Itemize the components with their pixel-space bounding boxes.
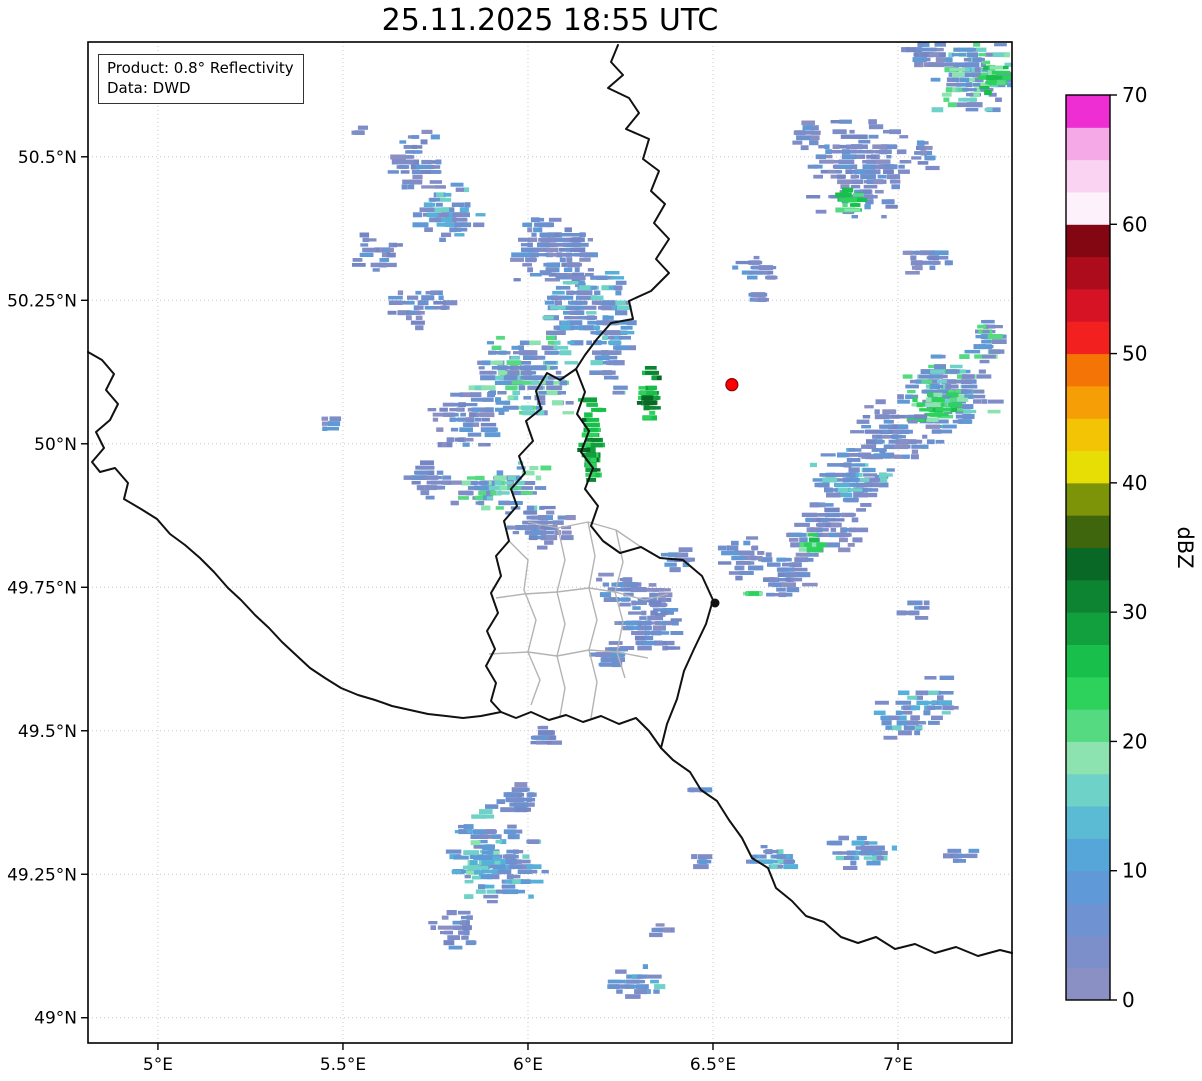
- product-info-box: Product: 0.8° Reflectivity Data: DWD: [98, 54, 304, 104]
- y-tick-label: 49.25°N: [7, 865, 77, 885]
- colorbar-tick-label: 60: [1122, 212, 1147, 236]
- x-tick-label: 5°E: [143, 1055, 173, 1075]
- country-borders: [87, 44, 1013, 957]
- admin-borders: [488, 521, 669, 719]
- axis-ticks-and-labels: 5°E 5.5°E 6°E 6.5°E 7°E 50.5°N 50.25°N 50°N 49.7…: [7, 148, 913, 1075]
- border-knot-dot: [710, 598, 720, 608]
- product-label: Product: 0.8° Reflectivity: [107, 59, 294, 77]
- colorbar-unit-label: dBZ: [1173, 526, 1197, 568]
- x-tick-label: 6.5°E: [690, 1055, 736, 1075]
- radar-site-dot: [725, 378, 739, 392]
- plot-title: 25.11.2025 18:55 UTC: [381, 3, 719, 38]
- colorbar-tick-label: 40: [1122, 471, 1147, 495]
- x-tick-label: 6°E: [513, 1055, 543, 1075]
- x-tick-label: 5.5°E: [320, 1055, 366, 1075]
- colorbar-frame: [1065, 94, 1111, 1001]
- y-tick-label: 49.75°N: [7, 578, 77, 598]
- colorbar-tick-label: 30: [1122, 600, 1147, 624]
- colorbar-tick-label: 50: [1122, 342, 1147, 366]
- y-tick-label: 50.5°N: [18, 148, 77, 168]
- gridlines: [88, 42, 1012, 1043]
- colorbar-tick-label: 0: [1122, 988, 1135, 1012]
- y-tick-label: 50.25°N: [7, 291, 77, 311]
- y-tick-label: 50°N: [34, 435, 77, 455]
- x-tick-label: 7°E: [883, 1055, 913, 1075]
- colorbar-tick-label: 20: [1122, 729, 1147, 753]
- y-tick-label: 49.5°N: [18, 722, 77, 742]
- plot-frame: [87, 41, 1013, 1044]
- radar-echo-layer: [321, 42, 1012, 999]
- colorbar-tick-label: 10: [1122, 859, 1147, 883]
- y-tick-label: 49°N: [34, 1009, 77, 1029]
- data-source-label: Data: DWD: [107, 78, 191, 97]
- radar-site-marker: [725, 378, 739, 392]
- colorbar: 0 10 20 30 40 50 60 70 dBZ: [1065, 83, 1197, 1012]
- colorbar-tick-label: 70: [1122, 83, 1147, 107]
